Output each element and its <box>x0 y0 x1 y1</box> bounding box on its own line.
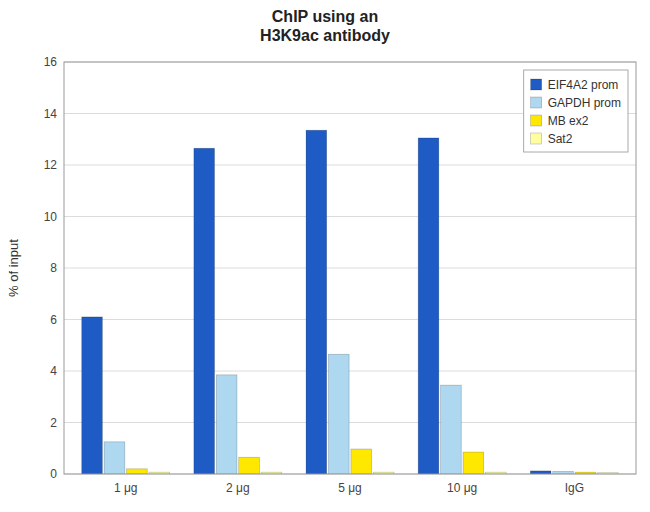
plot-frame <box>64 62 636 474</box>
y-tick-label: 6 <box>50 313 57 327</box>
grid-line <box>64 319 636 320</box>
y-axis-label: % of input <box>6 239 21 297</box>
y-tick-label: 8 <box>50 261 57 275</box>
grid-line <box>64 268 636 269</box>
legend-label: Sat2 <box>548 132 573 146</box>
bar <box>463 452 484 474</box>
x-tick-label: IgG <box>565 481 584 495</box>
bar <box>418 138 439 474</box>
grid <box>64 62 636 474</box>
x-tick-label: 1 μg <box>114 481 138 495</box>
bars <box>82 130 619 474</box>
y-tick-label: 4 <box>50 364 57 378</box>
bar <box>216 375 237 474</box>
chart: ChIP using an H3K9ac antibody % of input 0 2… <box>0 0 650 512</box>
legend-swatch <box>531 97 542 108</box>
legend-label: GAPDH prom <box>548 96 621 110</box>
legend-frame <box>524 70 628 152</box>
title-line: H3K9ac antibody <box>260 27 390 44</box>
bar <box>82 317 103 474</box>
grid-line <box>64 371 636 372</box>
bar <box>104 442 125 474</box>
bar <box>328 354 349 474</box>
x-tick-label: 5 μg <box>338 481 362 495</box>
grid-line <box>64 216 636 217</box>
legend-swatch <box>531 79 542 90</box>
bar <box>441 385 462 474</box>
legend: EIF4A2 prom GAPDH prom MB ex2 Sat2 <box>524 70 628 152</box>
legend-label: MB ex2 <box>548 114 589 128</box>
title-line: ChIP using an <box>272 8 378 25</box>
y-tick-label: 16 <box>44 55 58 69</box>
title: ChIP using an H3K9ac antibody <box>260 8 390 44</box>
grid-line <box>64 422 636 423</box>
y-tick-label: 0 <box>50 467 57 481</box>
bar <box>239 457 260 474</box>
x-tick-label: 10 μg <box>447 481 477 495</box>
legend-swatch <box>531 115 542 126</box>
bar <box>351 449 372 474</box>
x-tick-label: 2 μg <box>226 481 250 495</box>
bar <box>194 148 215 474</box>
y-tick-label: 2 <box>50 416 57 430</box>
legend-label: EIF4A2 prom <box>548 78 619 92</box>
bar <box>306 130 327 474</box>
bar <box>127 469 148 474</box>
grid-line <box>64 165 636 166</box>
y-tick-label: 12 <box>44 158 58 172</box>
y-tick-label: 14 <box>44 107 58 121</box>
legend-swatch <box>531 133 542 144</box>
y-tick-label: 10 <box>44 210 58 224</box>
